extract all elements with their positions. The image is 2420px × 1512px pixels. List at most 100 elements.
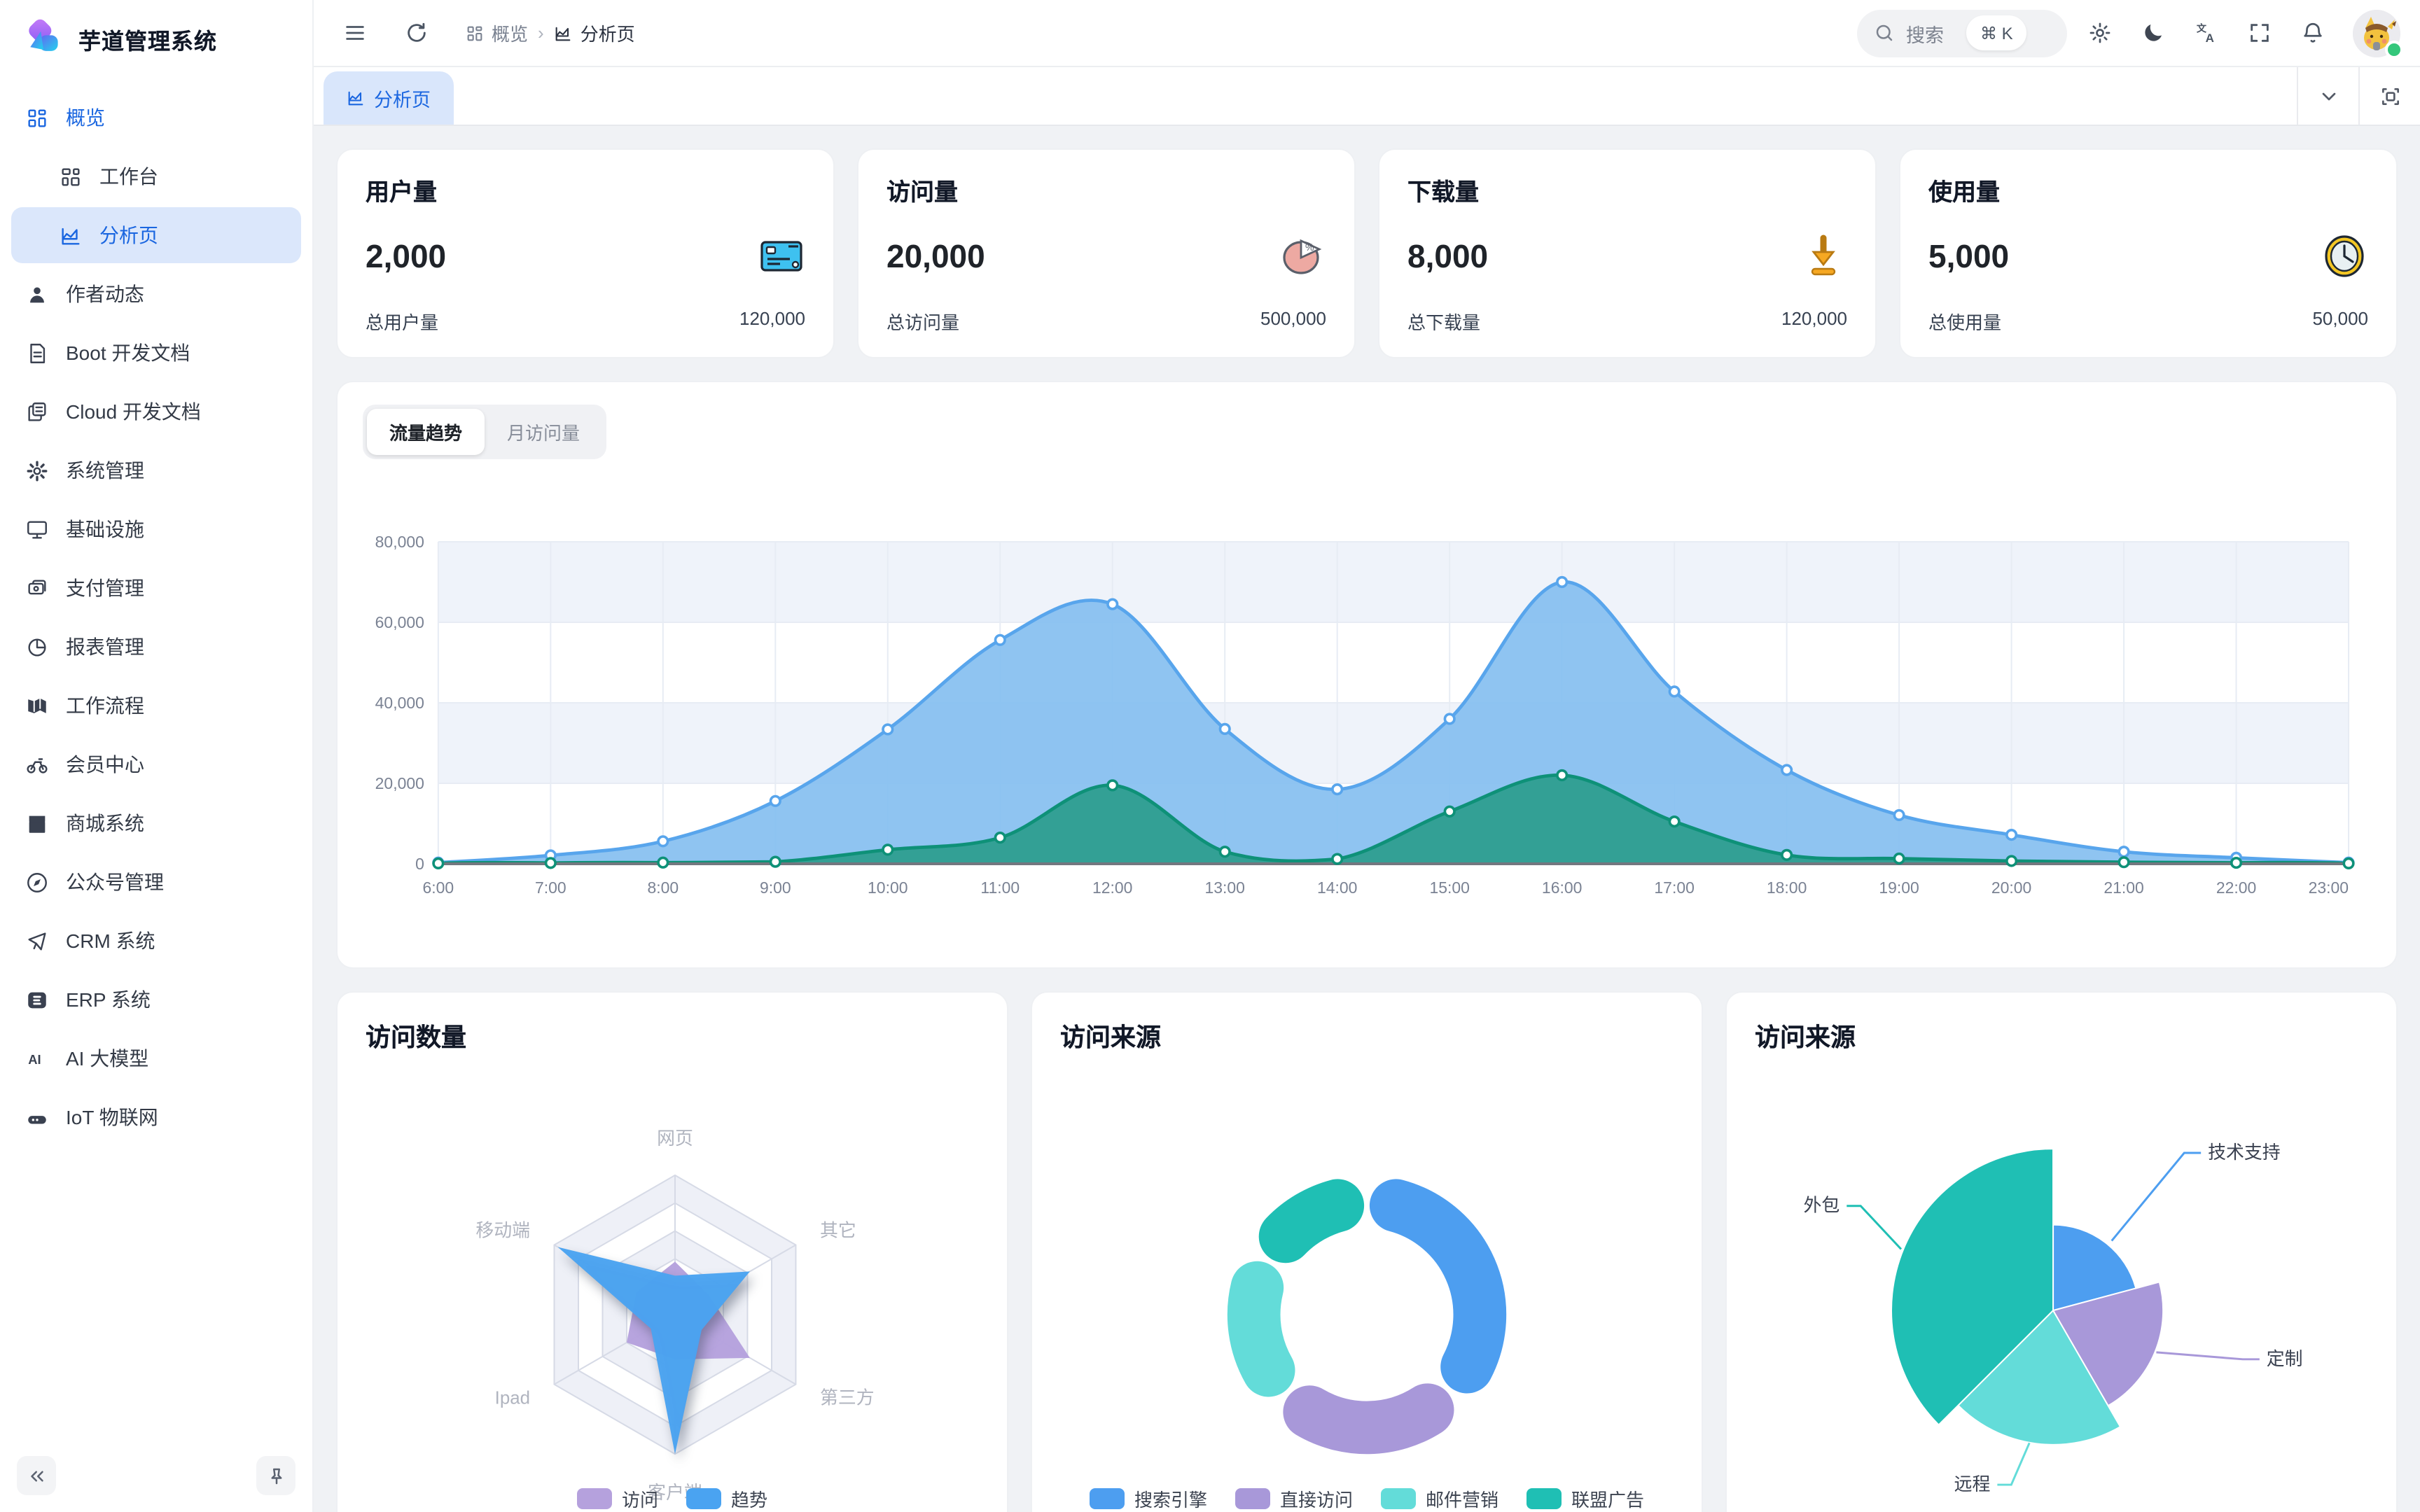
tab-analysis[interactable]: 分析页	[324, 71, 453, 125]
grid-icon	[25, 106, 49, 130]
app-title: 芋道管理系统	[78, 31, 218, 55]
svg-text:6:00: 6:00	[423, 878, 454, 897]
sidebar-item-CRM-系统[interactable]: CRM 系统	[11, 913, 301, 969]
legend-swatch	[686, 1488, 721, 1509]
refresh-button[interactable]	[395, 12, 437, 54]
legend-swatch	[1235, 1488, 1270, 1509]
settings-button[interactable]	[2078, 12, 2120, 54]
svg-text:A: A	[2205, 31, 2213, 45]
trend-tab-switcher: 流量趋势 月访问量	[363, 405, 607, 459]
sidebar-item-商城系统[interactable]: 商城系统	[11, 795, 301, 851]
search-icon	[1874, 22, 1895, 43]
traffic-trend-card: 流量趋势 月访问量 0 20,000 40,000 60,000 80,000 6:00 7…	[336, 381, 2398, 969]
user-avatar[interactable]	[2353, 9, 2403, 58]
traffic-trend-chart[interactable]: 0 20,000 40,000 60,000 80,000 6:00 7:00 8:00 9:0…	[363, 479, 2371, 941]
stat-footer-label: 总访问量	[886, 312, 960, 333]
sidebar-item-会员中心[interactable]: 会员中心	[11, 736, 301, 792]
tabs-dropdown-button[interactable]	[2297, 67, 2358, 125]
logo-row[interactable]: 芋道管理系统	[0, 0, 312, 78]
crm-icon	[25, 929, 49, 953]
stat-value: 2,000	[366, 237, 447, 274]
svg-text:移动端: 移动端	[475, 1221, 530, 1241]
sidebar-item-系统管理[interactable]: 系统管理	[11, 442, 301, 498]
stat-title: 下载量	[1407, 179, 1479, 206]
stat-title: 使用量	[1928, 179, 2000, 206]
language-button[interactable]: 文 A	[2185, 12, 2227, 54]
hamburger-menu-button[interactable]	[333, 12, 375, 54]
sidebar-item-label: 作者动态	[66, 283, 144, 305]
svg-text:23:00: 23:00	[2309, 878, 2349, 897]
legend-item-搜索引擎[interactable]: 搜索引擎	[1089, 1485, 1207, 1512]
sidebar-item-Boot-开发文档[interactable]: Boot 开发文档	[11, 325, 301, 381]
sidebar-item-工作流程[interactable]: 工作流程	[11, 678, 301, 734]
tab-monthly-visits[interactable]: 月访问量	[507, 423, 580, 444]
fullscreen-button[interactable]	[2238, 12, 2280, 54]
search-input[interactable]: 搜索 ⌘ K	[1857, 9, 2067, 57]
svg-text:18:00: 18:00	[1767, 878, 1807, 897]
svg-text:文: 文	[2196, 23, 2206, 35]
sidebar-item-label: Cloud 开发文档	[66, 400, 201, 423]
card-title: 访问来源	[1060, 1023, 1161, 1051]
visit-source-rose-card: 访问来源 技术支持 定制 远程 外包	[1725, 991, 2398, 1512]
sidebar-item-支付管理[interactable]: 支付管理	[11, 560, 301, 616]
sidebar-item-label: 工作台	[99, 165, 158, 188]
ai-icon: AI	[25, 1046, 49, 1070]
legend-item-趋势[interactable]: 趋势	[686, 1485, 767, 1512]
svg-text:9:00: 9:00	[760, 878, 791, 897]
pie-chart-icon: %	[1279, 232, 1326, 280]
svg-text:技术支持: 技术支持	[2208, 1142, 2281, 1163]
notifications-button[interactable]	[2291, 12, 2333, 54]
sidebar-item-Cloud-开发文档[interactable]: Cloud 开发文档	[11, 384, 301, 440]
sidebar-item-AI-大模型[interactable]: AI AI 大模型	[11, 1030, 301, 1086]
chart-icon	[348, 91, 363, 106]
svg-text:其它: 其它	[820, 1221, 856, 1241]
breadcrumb-item-analysis[interactable]: 分析页	[554, 20, 635, 46]
maximize-icon	[2381, 88, 2398, 104]
sidebar-item-分析页[interactable]: 分析页	[11, 207, 301, 263]
fullscreen-icon	[2250, 24, 2268, 42]
sidebar-item-IoT-物联网[interactable]: IoT 物联网	[11, 1089, 301, 1145]
sidebar-item-基础设施[interactable]: 基础设施	[11, 501, 301, 557]
sidebar-item-概览[interactable]: 概览	[11, 90, 301, 146]
donut-legend: 搜索引擎 直接访问 邮件营销 联盟广告	[1032, 1485, 1702, 1512]
iot-icon	[25, 1105, 49, 1129]
top-bar: 概览 › 分析页 搜索 ⌘ K	[314, 0, 2420, 67]
chevron-down-icon	[2321, 92, 2335, 100]
legend-item-访问[interactable]: 访问	[576, 1485, 658, 1512]
sidebar-item-ERP-系统[interactable]: ERP 系统	[11, 972, 301, 1028]
shop-icon	[25, 811, 49, 835]
legend-item-直接访问[interactable]: 直接访问	[1235, 1485, 1353, 1512]
visit-source-donut-chart[interactable]	[1032, 1119, 1702, 1512]
hamburger-icon	[345, 26, 363, 40]
sidebar-item-公众号管理[interactable]: 公众号管理	[11, 854, 301, 910]
legend-swatch	[1527, 1488, 1562, 1509]
app-logo-icon	[22, 18, 64, 60]
legend-item-联盟广告[interactable]: 联盟广告	[1527, 1485, 1644, 1512]
legend-item-邮件营销[interactable]: 邮件营销	[1381, 1485, 1498, 1512]
sidebar-item-工作台[interactable]: 工作台	[11, 148, 301, 204]
sidebar-item-作者动态[interactable]: 作者动态	[11, 266, 301, 322]
docs-copy-icon	[25, 400, 49, 424]
sidebar-item-label: AI 大模型	[66, 1047, 149, 1070]
stat-footer-value: 500,000	[1260, 308, 1326, 329]
tab-traffic-trend[interactable]: 流量趋势	[367, 409, 485, 455]
svg-text:12:00: 12:00	[1092, 878, 1132, 897]
pin-sidebar-button[interactable]	[256, 1456, 295, 1495]
breadcrumb-item-overview[interactable]: 概览	[465, 20, 528, 46]
sidebar-item-报表管理[interactable]: 报表管理	[11, 619, 301, 675]
stat-footer-label: 总用户量	[366, 312, 439, 333]
dark-mode-toggle[interactable]	[2132, 12, 2174, 54]
moon-icon	[2144, 24, 2162, 41]
maximize-content-button[interactable]	[2358, 67, 2420, 125]
stat-value: 20,000	[886, 237, 985, 274]
svg-text:Ipad: Ipad	[495, 1389, 530, 1408]
sidebar-item-label: ERP 系统	[66, 988, 151, 1011]
sidebar-item-label: 商城系统	[66, 812, 144, 834]
svg-text:20:00: 20:00	[1991, 878, 2031, 897]
stat-title: 用户量	[366, 179, 437, 206]
svg-text:%: %	[1305, 241, 1314, 253]
collapse-sidebar-button[interactable]	[17, 1456, 56, 1495]
svg-text:17:00: 17:00	[1654, 878, 1694, 897]
